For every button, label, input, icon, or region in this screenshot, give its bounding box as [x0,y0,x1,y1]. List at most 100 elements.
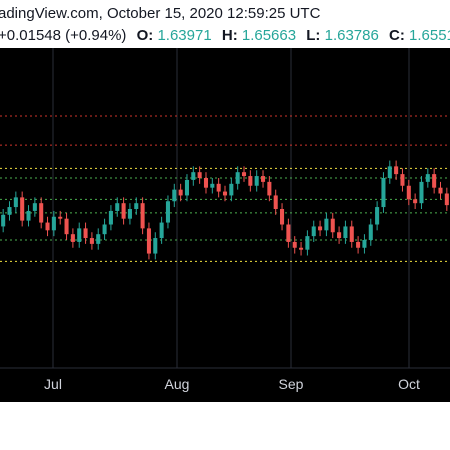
open-value: 1.63971 [157,27,212,44]
candle [134,197,139,215]
candle [387,160,392,184]
candle [235,166,240,190]
candle-body [400,174,405,186]
candle [299,241,304,256]
price-chart[interactable]: Jul Aug Sep Oct [0,48,450,402]
time-axis: Jul Aug Sep Oct [44,376,420,392]
candle [356,236,361,254]
candle [191,166,196,186]
ohlc-readout: +0.01548 (+0.94%) O: 1.63971 H: 1.65663 … [0,27,450,44]
candle [311,220,316,242]
candle-body [39,203,44,223]
candle-body [375,207,380,225]
candle-body [115,203,120,211]
candle [159,216,164,244]
candle [394,160,399,180]
candle [51,210,56,237]
candle-body [349,226,354,242]
candle-body [362,240,367,248]
candle [210,178,215,194]
candle-body [20,197,25,221]
candle-body [134,203,139,209]
candle-body [178,189,183,196]
candle-body [64,218,69,235]
candle [58,210,63,225]
candle [89,232,94,250]
candle [273,189,278,215]
candle [153,232,158,260]
candle [121,197,126,225]
candle-body [89,238,94,244]
candle-body [229,183,234,196]
candle-body [191,172,196,180]
candle [1,209,6,233]
candle [32,197,37,217]
candle-body [413,199,418,204]
candle-body [406,185,411,200]
candle [184,174,189,202]
candle-body [77,228,82,242]
candle [108,205,113,231]
candle [140,197,145,235]
candle-body [324,218,329,231]
candle-body [444,193,449,206]
candle [7,201,12,221]
open-label: O: [136,27,154,44]
candle [419,176,424,209]
candle [216,178,221,198]
x-tick-label-jul: Jul [44,376,62,392]
candle [368,218,373,246]
candle [261,170,266,188]
x-tick-label-aug: Aug [165,376,190,392]
candle-body [7,207,12,215]
close-label: C: [389,27,405,44]
candle-body [203,178,209,188]
candle-body [273,195,278,209]
candle-body [261,176,266,182]
candle-body [121,203,126,219]
candle-body [172,189,177,202]
candle-body [425,174,430,182]
candle [413,193,418,209]
candle [406,179,411,206]
high-label: H: [221,27,238,44]
candle-body [356,241,361,248]
candle [83,222,88,244]
candle-body [165,201,170,223]
candle-body [292,241,297,248]
low-label: L: [306,27,321,44]
candle [39,197,44,229]
candle [127,203,132,225]
candle [400,168,405,192]
low-value: 1.63786 [324,27,379,44]
candle-body [330,218,335,233]
candle-body [108,210,113,225]
candle [197,166,202,184]
x-tick-label-sep: Sep [279,376,304,392]
candle-body [210,183,215,188]
candle [241,166,247,182]
candle-body [280,209,285,225]
candle [318,220,323,237]
candle-body [267,181,272,196]
candle [305,230,310,256]
candle [324,212,329,237]
candle [375,201,380,231]
candle-body [102,224,107,235]
candle [77,222,82,248]
candle-body [318,226,323,231]
candle-body [26,210,31,221]
candle [70,228,75,248]
candle-body [387,166,392,178]
candle-body [197,172,202,178]
candle [26,205,31,227]
candle [292,236,297,254]
candle [96,228,101,250]
x-tick-label-oct: Oct [398,376,420,392]
candle [337,226,342,244]
candle [444,187,449,211]
candle [286,218,291,248]
candle [45,216,50,237]
candle-body [438,187,443,194]
candle [248,170,253,192]
